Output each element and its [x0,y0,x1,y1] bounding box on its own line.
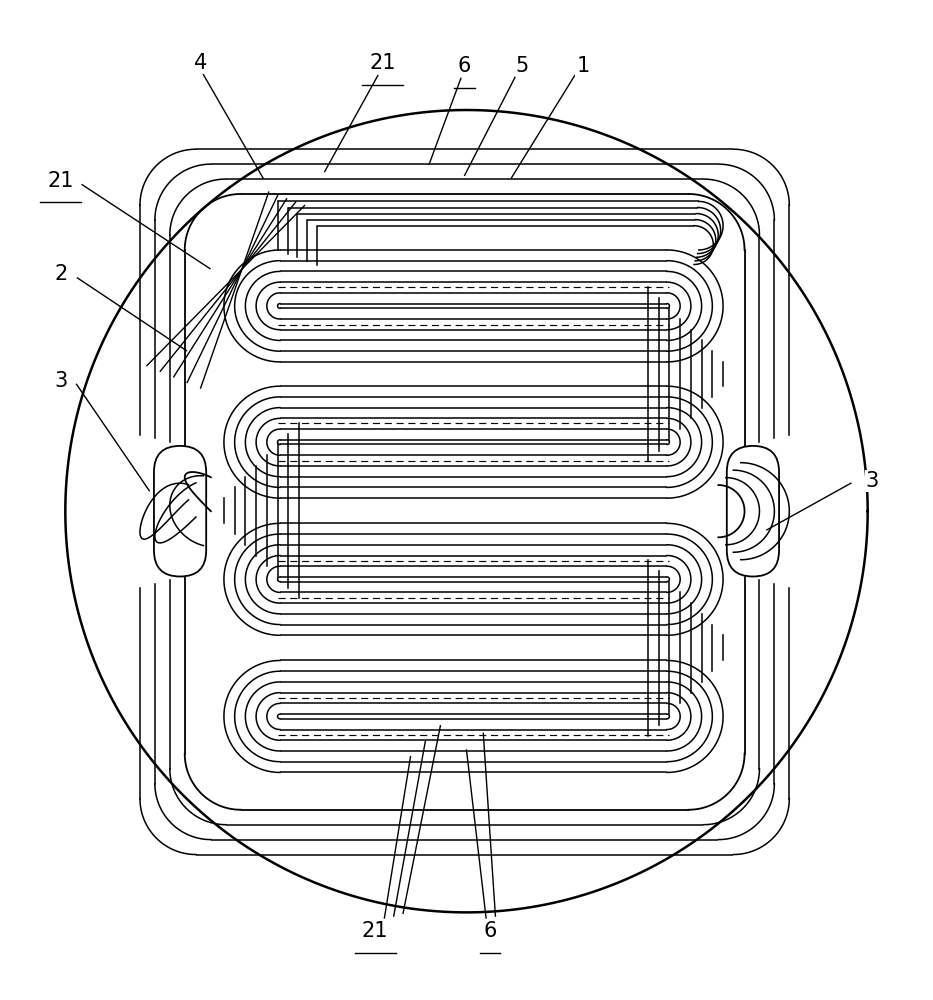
Text: 3: 3 [866,471,879,491]
Text: 21: 21 [48,171,74,191]
Text: 6: 6 [458,56,471,76]
Text: 6: 6 [483,921,496,941]
Text: 3: 3 [54,371,67,391]
Text: 5: 5 [516,56,529,76]
Text: 2: 2 [54,264,67,284]
Text: 1: 1 [577,56,590,76]
Text: 21: 21 [369,53,396,73]
Text: 21: 21 [362,921,388,941]
Text: 4: 4 [194,53,207,73]
